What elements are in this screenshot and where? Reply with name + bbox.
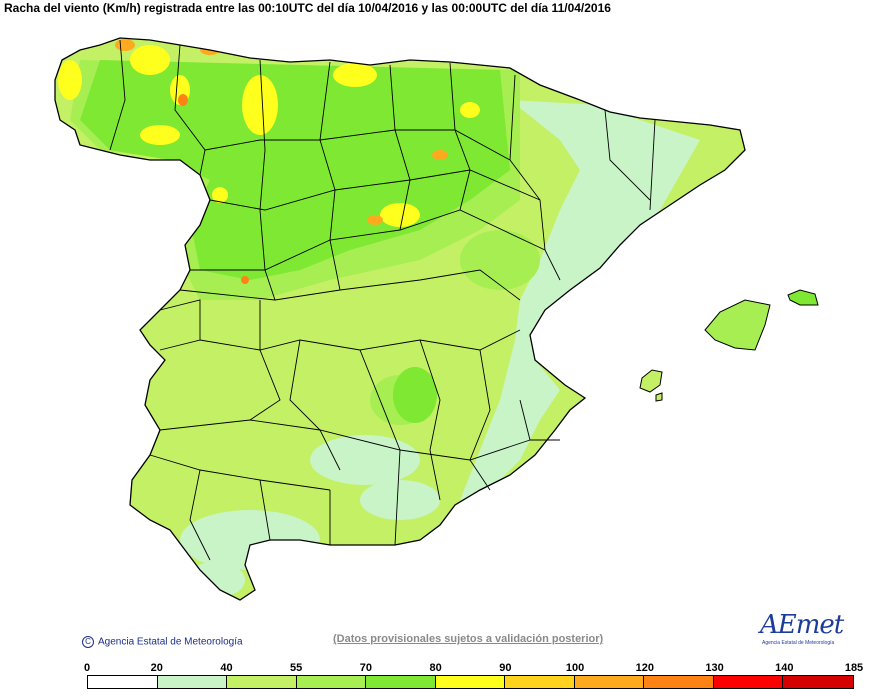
legend-swatch: [713, 676, 784, 688]
legend-swatch: [157, 676, 228, 688]
credit-label: Agencia Estatal de Meteorología: [98, 636, 243, 648]
map-title: Racha del viento (Km/h) registrada entre…: [4, 1, 611, 15]
legend-bar: [87, 675, 854, 689]
legend-tick-label: 20: [150, 662, 163, 674]
mainland-fill: [55, 38, 745, 600]
legend-swatch: [644, 676, 714, 688]
legend-tick-label: 185: [844, 662, 864, 674]
legend-swatch: [88, 676, 158, 688]
legend-swatch: [574, 676, 645, 688]
aemet-logo: AEmet Agencia Estatal de Meteorología: [760, 610, 846, 650]
logo-wordmark: AEmet: [760, 610, 844, 640]
legend-tick-label: 130: [705, 662, 724, 674]
legend-swatch: [505, 676, 575, 688]
coastline: [54, 37, 746, 601]
legend-swatch: [783, 676, 854, 688]
legend-tick-label: 40: [220, 662, 233, 674]
legend-swatch: [296, 676, 367, 688]
copyright-icon: C: [82, 636, 94, 648]
balearic-islands: [639, 289, 819, 402]
legend-tick-label: 0: [83, 662, 91, 674]
legend-tick-label: 90: [499, 662, 512, 674]
legend-tick-label: 140: [775, 662, 794, 674]
legend-labels: 0 20 40 55 70 80 90 100 120 130 140 185: [0, 662, 870, 676]
legend-tick-label: 55: [290, 662, 303, 674]
wind-gust-map: [54, 37, 819, 601]
legend-tick-label: 80: [429, 662, 442, 674]
disclaimer-text: (Datos provisionales sujetos a validació…: [333, 633, 604, 645]
legend-tick-label: 120: [635, 662, 654, 674]
logo-subtitle: Agencia Estatal de Meteorología: [762, 640, 835, 646]
legend-swatch: [227, 676, 297, 688]
legend-swatch: [435, 676, 506, 688]
legend-tick-label: 100: [565, 662, 585, 674]
legend-tick-label: 70: [359, 662, 373, 674]
legend-swatch: [366, 676, 436, 688]
credit-text: C Agencia Estatal de Meteorología: [82, 636, 243, 648]
province-borders: [109, 39, 656, 561]
